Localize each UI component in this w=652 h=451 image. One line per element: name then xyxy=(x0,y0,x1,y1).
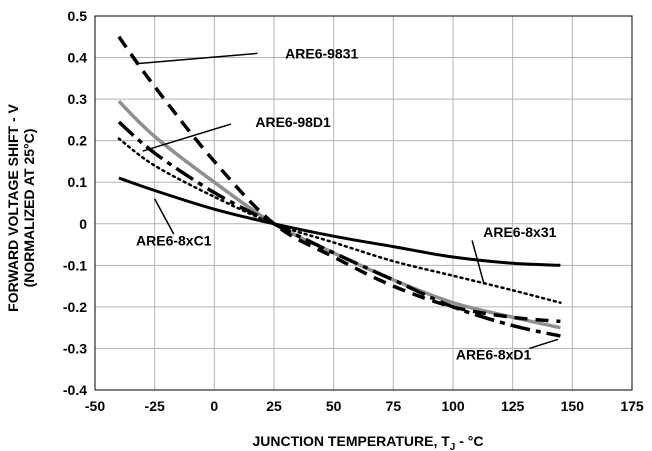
x-tick-label: 0 xyxy=(210,398,218,414)
annotation-label: ARE6-8x31 xyxy=(483,224,556,240)
annotation-leader xyxy=(135,52,258,65)
annotation-leader xyxy=(142,123,232,152)
annotation-label: ARE6-98D1 xyxy=(255,114,331,130)
y-axis-title-line1: FORWARD VOLTAGE SHIFT - V xyxy=(5,104,21,312)
x-axis-title-main: JUNCTION TEMPERATURE, T xyxy=(252,433,450,449)
annotation-leader xyxy=(529,338,559,350)
x-tick-label: 150 xyxy=(561,398,585,414)
y-tick-label: -0.3 xyxy=(63,340,87,356)
x-axis-title-suffix: - °C xyxy=(455,433,483,449)
x-tick-labels: -50 -25 0 25 50 75 100 125 150 175 xyxy=(85,398,644,414)
y-tick-label: 0.2 xyxy=(68,133,88,149)
x-axis-title-subscript: J xyxy=(450,442,456,451)
y-tick-label: 0.3 xyxy=(68,91,88,107)
plot-frame xyxy=(94,15,633,391)
y-tick-label: -0.2 xyxy=(63,299,87,315)
annotation-leader xyxy=(471,240,485,285)
y-axis-title-line2: (NORMALIZED AT 25°C) xyxy=(21,129,37,288)
y-tick-label: -0.1 xyxy=(63,257,87,273)
annotation-label: ARE6-8xD1 xyxy=(456,347,532,363)
series-layer xyxy=(117,35,562,338)
annotation-label: ARE6-9831 xyxy=(285,45,358,61)
series-line-are6-8x31 xyxy=(117,137,562,304)
series-line-are6-8xc1 xyxy=(118,176,561,267)
y-tick-labels: 0.5 0.4 0.3 0.2 0.1 0 -0.1 -0.2 -0.3 -0.4 xyxy=(63,8,87,398)
series-line-are6-9831 xyxy=(117,35,561,324)
x-tick-label: -25 xyxy=(145,398,165,414)
y-tick-label: 0.5 xyxy=(68,8,88,24)
y-tick-label: 0.1 xyxy=(68,174,88,190)
y-tick-label: -0.4 xyxy=(63,382,87,398)
y-tick-label: 0 xyxy=(79,216,87,232)
y-tick-label: 0.4 xyxy=(68,50,88,66)
annotation-layer: ARE6-9831 ARE6-98D1 ARE6-8xC1 ARE6-8x31 ARE6… xyxy=(135,45,559,363)
x-tick-label: 75 xyxy=(386,398,402,414)
x-tick-label: 175 xyxy=(620,398,644,414)
x-tick-label: 125 xyxy=(501,398,525,414)
series-line-are6-98d1 xyxy=(117,120,561,338)
y-axis-title: FORWARD VOLTAGE SHIFT - V (NORMALIZED AT… xyxy=(5,104,37,312)
annotation-leader xyxy=(154,198,175,235)
series-line-are6-8xd1 xyxy=(117,99,561,330)
x-tick-label: 100 xyxy=(441,398,465,414)
x-axis-title: JUNCTION TEMPERATURE, TJ - °C xyxy=(252,433,483,451)
annotation-label: ARE6-8xC1 xyxy=(136,232,212,248)
x-tick-label: 25 xyxy=(266,398,282,414)
x-tick-label: -50 xyxy=(85,398,105,414)
x-tick-label: 50 xyxy=(326,398,342,414)
